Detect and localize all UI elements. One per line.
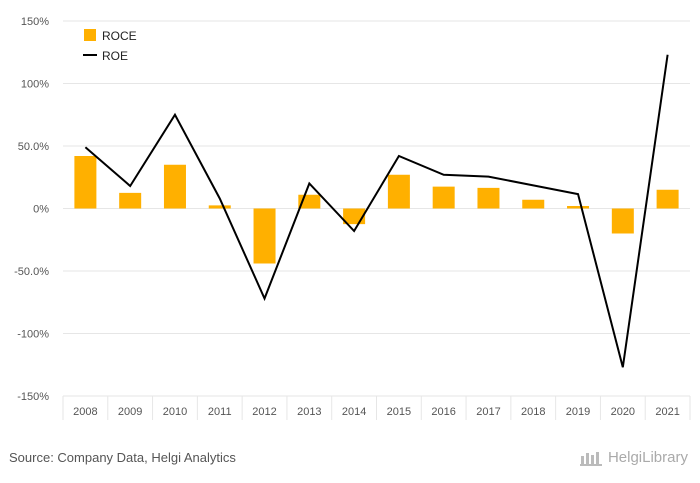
roce-bar bbox=[208, 205, 231, 209]
roce-bar bbox=[163, 164, 186, 209]
roce-bar bbox=[119, 192, 142, 209]
y-tick-label: -100% bbox=[17, 329, 49, 341]
y-tick-label: -50.0% bbox=[14, 266, 49, 278]
legend-roe-label: ROE bbox=[102, 49, 128, 63]
x-tick-label: 2014 bbox=[342, 406, 366, 418]
x-tick-label: 2011 bbox=[208, 406, 232, 418]
x-tick-label: 2008 bbox=[73, 406, 97, 418]
x-tick-label: 2016 bbox=[431, 406, 455, 418]
x-axis: 2008 2009 2010 2011 2012 2013 2014 2015 2016 2017… bbox=[62, 396, 691, 420]
roce-bar bbox=[387, 174, 410, 209]
x-tick-label: 2021 bbox=[655, 406, 679, 418]
roce-bar bbox=[432, 186, 455, 209]
library-icon bbox=[579, 451, 602, 466]
y-tick-label: 50.0% bbox=[18, 141, 49, 153]
roe-line bbox=[84, 54, 669, 368]
grid bbox=[63, 20, 690, 397]
x-tick-label: 2019 bbox=[566, 406, 590, 418]
roce-bar bbox=[567, 206, 590, 209]
y-tick-label: 0% bbox=[33, 204, 49, 216]
x-tick-label: 2015 bbox=[387, 406, 411, 418]
roce-bars bbox=[74, 156, 679, 264]
brand-logo: HelgiLibrary bbox=[579, 449, 688, 466]
x-tick-label: 2018 bbox=[521, 406, 545, 418]
chart: 150% 100% 50.0% 0% -50.0% -100% -150% 2008 2009… bbox=[14, 16, 691, 420]
brand-name: HelgiLibrary bbox=[607, 449, 688, 466]
y-tick-label: -150% bbox=[17, 391, 49, 403]
roce-bar bbox=[253, 208, 276, 264]
legend-roce-swatch bbox=[84, 29, 96, 41]
x-tick-label: 2010 bbox=[163, 406, 187, 418]
source-note: Source: Company Data, Helgi Analytics bbox=[9, 450, 236, 465]
y-tick-label: 100% bbox=[21, 79, 49, 91]
y-tick-label: 150% bbox=[21, 16, 49, 28]
x-tick-label: 2013 bbox=[297, 406, 321, 418]
legend-roce-label: ROCE bbox=[102, 29, 137, 43]
x-tick-label: 2009 bbox=[118, 406, 142, 418]
x-tick-label: 2020 bbox=[611, 406, 635, 418]
roce-bar bbox=[522, 199, 545, 209]
x-tick-label: 2012 bbox=[252, 406, 276, 418]
roce-bar bbox=[74, 156, 97, 209]
roce-bar bbox=[477, 187, 500, 209]
legend: ROCE ROE bbox=[83, 29, 137, 63]
x-tick-label: 2017 bbox=[476, 406, 500, 418]
roce-bar bbox=[611, 208, 634, 234]
roce-bar bbox=[656, 189, 679, 209]
y-axis: 150% 100% 50.0% 0% -50.0% -100% -150% bbox=[14, 16, 49, 403]
